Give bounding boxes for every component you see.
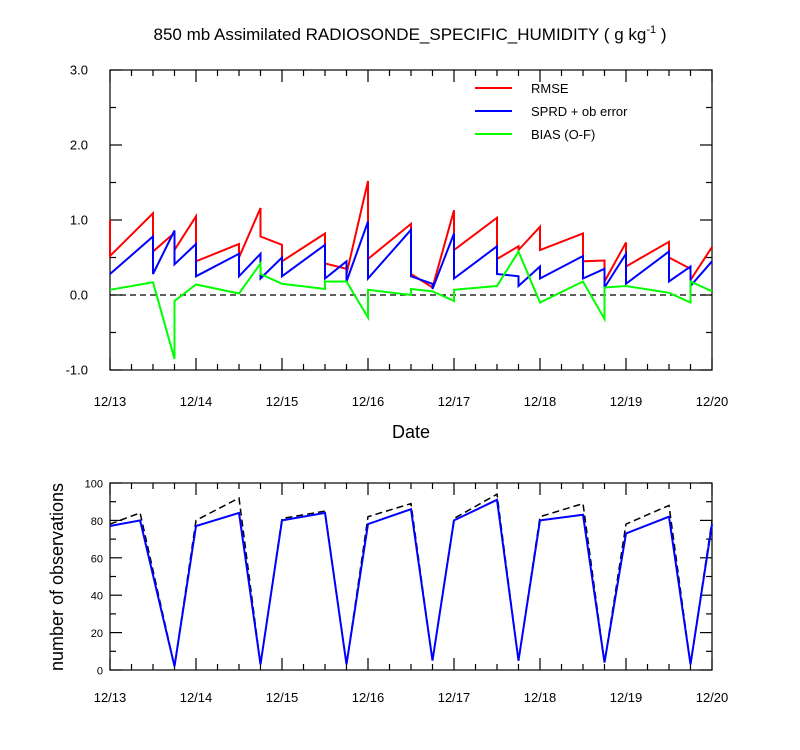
x-tick-label-12-20: 12/20 [696,394,729,409]
series-line-sprd-ob-error [109,221,713,291]
bottom-y-tick-labels: 0 20 40 60 80 100 [85,479,103,678]
y-tick-label-1-0: -1.0 [66,363,88,378]
bottom-plot-ticks [109,482,713,671]
y-tick-label-20: 20 [91,628,103,640]
x-tick-label-12-16: 12/16 [352,394,385,409]
x-tick-label-12-18: 12/18 [524,394,557,409]
chart-title: 850 mb Assimilated RADIOSONDE_SPECIFIC_H… [154,24,667,44]
top-y-tick-labels: -1.0 0.0 1.0 2.0 3.0 [66,63,88,378]
x-tick-label-12-17: 12/17 [438,394,471,409]
bottom-series-group [109,492,713,667]
series-line-used [109,498,713,667]
series-line-possible [109,492,713,667]
x-tick-label-12-17: 12/17 [438,690,471,705]
x-tick-label-12-19: 12/19 [610,690,643,705]
x-tick-label-12-16: 12/16 [352,690,385,705]
x-tick-label-12-13: 12/13 [94,690,127,705]
x-tick-label-12-14: 12/14 [180,394,213,409]
x-tick-label-12-15: 12/15 [266,394,299,409]
y-tick-label-80: 80 [91,516,103,528]
y-tick-label-0: 0 [97,666,103,678]
x-tick-label-12-14: 12/14 [180,690,213,705]
top-series-group [109,180,713,360]
title-superscript: -1 [646,24,656,36]
legend: RMSE SPRD + ob error BIAS (O-F) [475,81,628,142]
legend-label-bias: BIAS (O-F) [531,127,595,142]
y-tick-label-1-0: 1.0 [70,213,88,228]
top-x-axis-title: Date [392,422,430,442]
legend-label-sprd: SPRD + ob error [531,104,628,119]
x-tick-label-12-13: 12/13 [94,394,127,409]
y-tick-label-40: 40 [91,591,103,603]
x-tick-label-12-18: 12/18 [524,690,557,705]
bottom-y-axis-title: number of observations [47,483,67,671]
bottom-x-tick-labels: 12/13 12/14 12/15 12/16 12/17 12/18 12/19 12/20 [94,690,729,705]
top-plot-ticks [109,69,713,371]
y-tick-label-3-0: 3.0 [70,63,88,78]
x-tick-label-12-15: 12/15 [266,690,299,705]
y-tick-label-60: 60 [91,553,103,565]
top-x-tick-labels: 12/13 12/14 12/15 12/16 12/17 12/18 12/19 12/20 [94,394,729,409]
title-close: ) [656,25,666,44]
y-tick-label-2-0: 2.0 [70,138,88,153]
x-tick-label-12-19: 12/19 [610,394,643,409]
x-tick-label-12-20: 12/20 [696,690,729,705]
series-line-bias-o-f [109,249,713,360]
legend-label-rmse: RMSE [531,81,569,96]
y-tick-label-100: 100 [85,479,103,491]
y-tick-label-0-0: 0.0 [70,288,88,303]
